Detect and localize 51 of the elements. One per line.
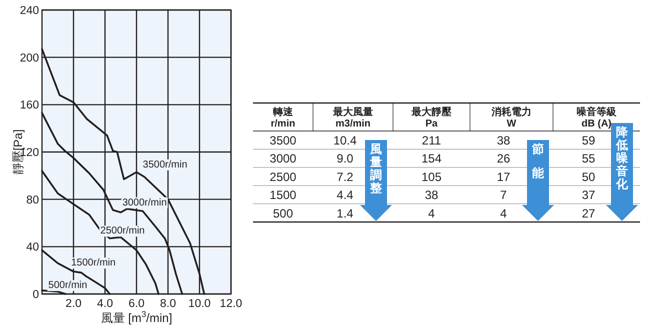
series-label: 500r/min bbox=[48, 280, 88, 292]
data-label: 4 bbox=[428, 206, 436, 220]
data-label: 17 bbox=[496, 170, 510, 184]
data-label: 9.0 bbox=[336, 152, 354, 166]
x-tick-label: 最大靜壓 Pa bbox=[410, 106, 452, 130]
y-tick-label: 0 bbox=[32, 289, 39, 301]
data-label: 105 bbox=[421, 170, 442, 184]
series-label: 3000r/min bbox=[122, 197, 167, 208]
data-label: 154 bbox=[421, 152, 442, 166]
x-tick-label: 消耗電力 W bbox=[490, 106, 532, 130]
data-label: 59 bbox=[582, 134, 596, 148]
series-label: 1500r/min bbox=[71, 258, 116, 269]
data-label: 1.4 bbox=[336, 206, 354, 220]
data-label: 10.4 bbox=[333, 134, 357, 148]
data-label: 50 bbox=[582, 170, 596, 184]
y-tick-label: 1500 bbox=[270, 188, 297, 202]
data-label: 55 bbox=[582, 152, 596, 166]
x-tick-label: 10.0 bbox=[188, 298, 211, 310]
data-label: 27 bbox=[582, 206, 596, 220]
x-tick-label: 2.0 bbox=[66, 298, 82, 310]
data-label: 37 bbox=[582, 188, 596, 202]
x-tick-label: 噪音等級 dB (A) bbox=[576, 106, 618, 130]
x-tick-label: 最大風量 m3/min bbox=[332, 106, 373, 130]
data-label: 7.2 bbox=[336, 170, 354, 184]
series-label: 3500r/min bbox=[142, 159, 188, 170]
data-label: 38 bbox=[424, 188, 438, 202]
y-tick-label: 500 bbox=[272, 206, 294, 220]
x-tick-label: 12.0 bbox=[220, 298, 242, 310]
x-tick-label: 4.0 bbox=[97, 298, 113, 310]
data-label: 4 bbox=[500, 206, 508, 220]
annotation: 風量調整 bbox=[369, 142, 383, 195]
y-tick-label: 80 bbox=[26, 194, 39, 206]
data-label: 26 bbox=[496, 152, 510, 166]
data-label: 7 bbox=[500, 188, 508, 202]
data-label: 38 bbox=[496, 134, 510, 148]
y-axis-title: 轉速 r/min bbox=[270, 106, 296, 130]
data-label: 4.4 bbox=[336, 188, 354, 202]
y-tick-label: 3500 bbox=[270, 134, 297, 148]
y-tick-label: 40 bbox=[26, 242, 39, 254]
y-tick-label: 2500 bbox=[270, 170, 297, 184]
y-tick-label: 3000 bbox=[270, 152, 297, 166]
annotation: 降低噪音化 bbox=[615, 125, 629, 191]
y-tick-label: 240 bbox=[20, 5, 39, 17]
x-axis-title: 風量 [m$^{3}$/min] bbox=[100, 309, 172, 325]
annotation: 節能 bbox=[531, 142, 545, 180]
x-tick-label: 6.0 bbox=[128, 298, 144, 310]
data-label: 211 bbox=[422, 134, 442, 148]
y-tick-label: 200 bbox=[20, 52, 39, 64]
y-tick-label: 160 bbox=[20, 100, 39, 112]
series-label: 2500r/min bbox=[100, 226, 145, 237]
x-tick-label: 8.0 bbox=[160, 298, 176, 310]
